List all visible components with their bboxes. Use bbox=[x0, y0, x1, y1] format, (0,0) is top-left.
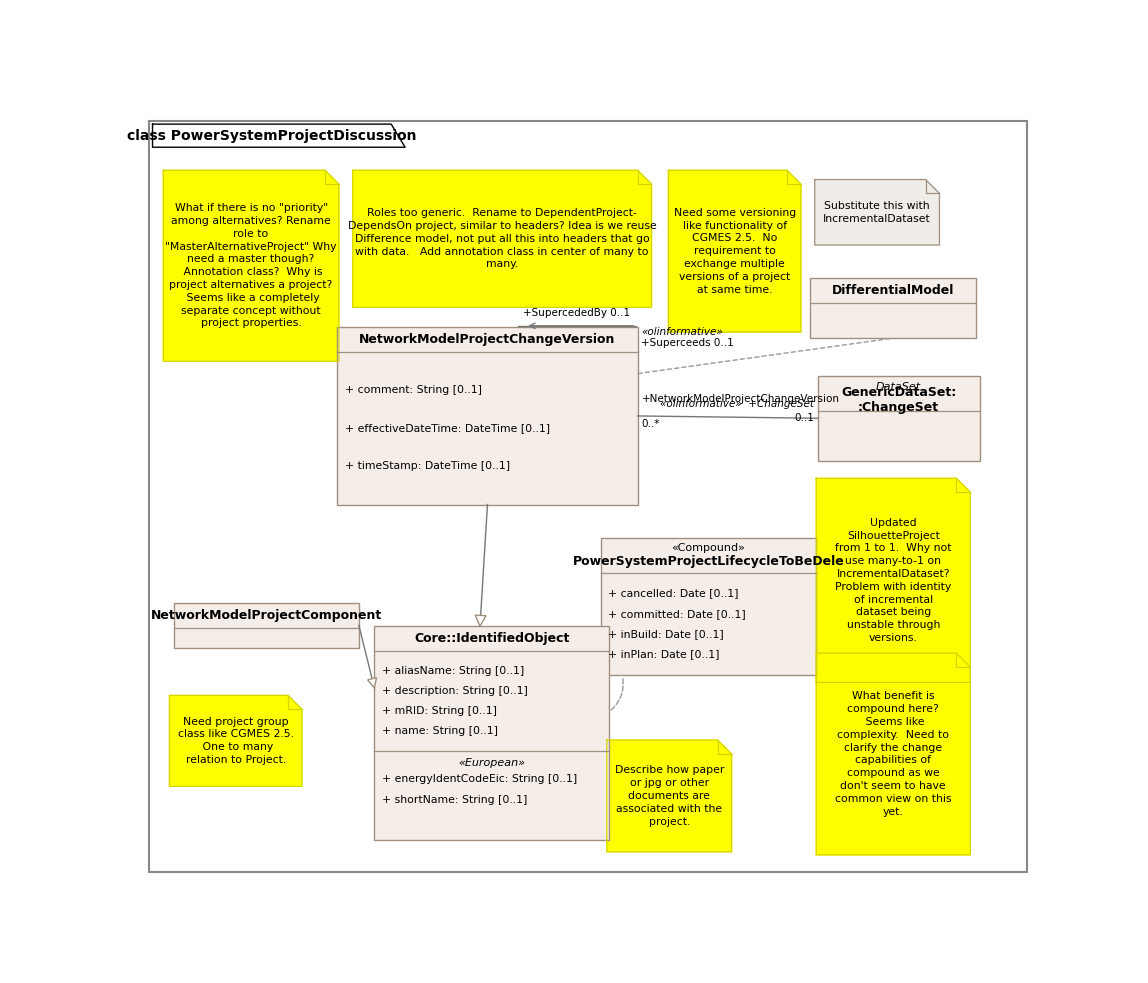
Text: Describe how paper
or jpg or other
documents are
associated with the
project.: Describe how paper or jpg or other docum… bbox=[614, 766, 724, 827]
Text: +NetworkModelProjectChangeVersion: +NetworkModelProjectChangeVersion bbox=[642, 394, 839, 404]
Text: + comment: String [0..1]: + comment: String [0..1] bbox=[346, 385, 482, 395]
Text: Updated
SilhouetteProject
from 1 to 1.  Why not
use many-to-1 on
IncrementalData: Updated SilhouetteProject from 1 to 1. W… bbox=[835, 518, 952, 643]
Text: NetworkModelProjectComponent: NetworkModelProjectComponent bbox=[150, 608, 382, 622]
Text: Core::IdentifiedObject: Core::IdentifiedObject bbox=[414, 632, 569, 645]
Text: DataSet: DataSet bbox=[876, 381, 921, 391]
FancyBboxPatch shape bbox=[338, 327, 637, 504]
Text: NetworkModelProjectChangeVersion: NetworkModelProjectChangeVersion bbox=[359, 333, 615, 346]
FancyBboxPatch shape bbox=[810, 278, 976, 338]
Polygon shape bbox=[163, 170, 339, 362]
Text: class PowerSystemProjectDiscussion: class PowerSystemProjectDiscussion bbox=[127, 129, 417, 143]
Text: «olinformative»  +ChangeSet: «olinformative» +ChangeSet bbox=[660, 399, 814, 409]
FancyBboxPatch shape bbox=[600, 538, 816, 674]
Polygon shape bbox=[815, 180, 939, 245]
Text: PowerSystemProjectLifecycleToBeDele: PowerSystemProjectLifecycleToBeDele bbox=[573, 555, 844, 568]
Text: + inBuild: Date [0..1]: + inBuild: Date [0..1] bbox=[608, 629, 724, 639]
Text: + shortName: String [0..1]: + shortName: String [0..1] bbox=[382, 795, 527, 805]
FancyBboxPatch shape bbox=[374, 626, 610, 840]
Text: GenericDataSet:
:ChangeSet: GenericDataSet: :ChangeSet bbox=[841, 385, 956, 414]
Polygon shape bbox=[816, 653, 970, 855]
Polygon shape bbox=[607, 740, 731, 852]
Text: + cancelled: Date [0..1]: + cancelled: Date [0..1] bbox=[608, 589, 739, 599]
Text: +SupercededBy 0..1: +SupercededBy 0..1 bbox=[523, 308, 630, 318]
Text: + mRID: String [0..1]: + mRID: String [0..1] bbox=[382, 706, 497, 716]
FancyBboxPatch shape bbox=[817, 376, 979, 461]
Text: DifferentialModel: DifferentialModel bbox=[831, 284, 954, 297]
Text: Need project group
class like CGMES 2.5.
 One to many
relation to Project.: Need project group class like CGMES 2.5.… bbox=[178, 717, 294, 765]
Text: «Compound»: «Compound» bbox=[672, 544, 745, 553]
Text: What benefit is
compound here?
 Seems like
complexity.  Need to
clarify the chan: What benefit is compound here? Seems lik… bbox=[835, 691, 952, 817]
Text: + description: String [0..1]: + description: String [0..1] bbox=[382, 686, 528, 696]
Polygon shape bbox=[367, 677, 377, 688]
Text: Substitute this with
IncrementalDataset: Substitute this with IncrementalDataset bbox=[823, 201, 931, 224]
Text: Roles too generic.  Rename to DependentProject-
DependsOn project, similar to he: Roles too generic. Rename to DependentPr… bbox=[348, 208, 657, 269]
Text: + timeStamp: DateTime [0..1]: + timeStamp: DateTime [0..1] bbox=[346, 461, 510, 472]
Text: «European»: «European» bbox=[458, 758, 526, 769]
Polygon shape bbox=[816, 479, 970, 682]
Polygon shape bbox=[170, 695, 302, 786]
Text: 0..1: 0..1 bbox=[794, 413, 814, 424]
Text: + name: String [0..1]: + name: String [0..1] bbox=[382, 725, 498, 736]
Polygon shape bbox=[668, 170, 801, 332]
Text: «olinformative»: «olinformative» bbox=[642, 327, 723, 337]
Polygon shape bbox=[475, 615, 486, 626]
Text: + aliasName: String [0..1]: + aliasName: String [0..1] bbox=[382, 665, 525, 676]
Text: What if there is no "priority"
among alternatives? Rename
role to
"MasterAlterna: What if there is no "priority" among alt… bbox=[165, 203, 336, 328]
Text: + energyIdentCodeEic: String [0..1]: + energyIdentCodeEic: String [0..1] bbox=[382, 774, 577, 783]
Text: +Superceeds 0..1: +Superceeds 0..1 bbox=[642, 338, 735, 348]
Text: + effectiveDateTime: DateTime [0..1]: + effectiveDateTime: DateTime [0..1] bbox=[346, 424, 550, 434]
Polygon shape bbox=[352, 170, 652, 308]
Text: 0..*: 0..* bbox=[642, 419, 660, 429]
Text: + inPlan: Date [0..1]: + inPlan: Date [0..1] bbox=[608, 650, 720, 660]
Polygon shape bbox=[153, 124, 405, 147]
Text: + committed: Date [0..1]: + committed: Date [0..1] bbox=[608, 608, 746, 618]
FancyBboxPatch shape bbox=[174, 603, 359, 648]
Text: Need some versioning
like functionality of
CGMES 2.5.  No
requirement to
exchang: Need some versioning like functionality … bbox=[674, 207, 796, 295]
